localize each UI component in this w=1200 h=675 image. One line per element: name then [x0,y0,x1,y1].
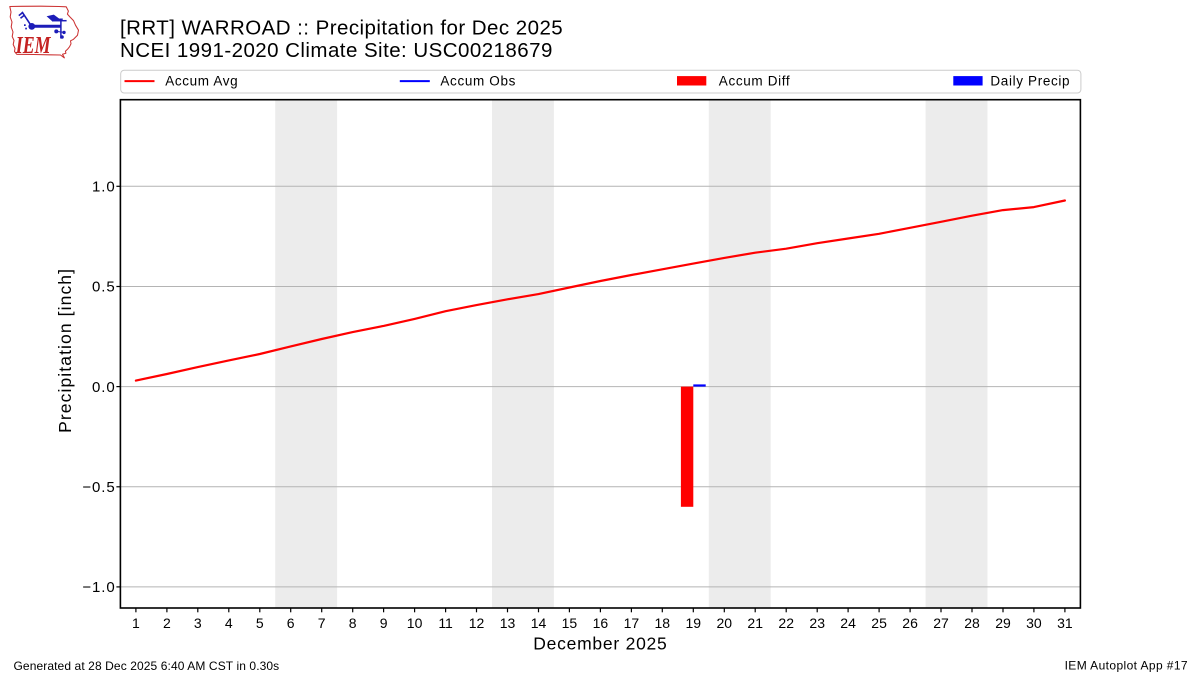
svg-text:−0.5: −0.5 [82,479,115,496]
svg-text:2: 2 [163,615,171,631]
svg-text:22: 22 [778,615,794,631]
svg-text:15: 15 [562,615,578,631]
svg-text:Daily Precip: Daily Precip [990,73,1070,88]
svg-text:3: 3 [194,615,202,631]
svg-text:16: 16 [593,615,609,631]
svg-text:17: 17 [624,615,640,631]
svg-text:14: 14 [531,615,547,631]
svg-text:29: 29 [995,615,1011,631]
svg-text:IEM Autoplot App #17: IEM Autoplot App #17 [1065,659,1188,673]
svg-text:1: 1 [132,615,140,631]
svg-text:11: 11 [438,615,453,631]
svg-text:5: 5 [256,615,264,631]
svg-text:31: 31 [1057,615,1073,631]
svg-text:Precipitation [inch]: Precipitation [inch] [55,268,75,433]
svg-text:0.0: 0.0 [92,379,116,396]
svg-text:26: 26 [902,615,918,631]
svg-text:December 2025: December 2025 [533,634,667,654]
svg-text:IEM: IEM [15,31,51,58]
svg-text:1.0: 1.0 [92,179,116,196]
svg-text:10: 10 [407,615,423,631]
svg-text:4: 4 [225,615,233,631]
svg-text:23: 23 [809,615,825,631]
svg-text:18: 18 [655,615,671,631]
svg-text:6: 6 [287,615,295,631]
svg-text:Accum Avg: Accum Avg [165,73,238,88]
svg-text:24: 24 [840,615,856,631]
svg-text:8: 8 [349,615,357,631]
svg-text:12: 12 [469,615,485,631]
svg-text:28: 28 [964,615,980,631]
svg-text:27: 27 [933,615,949,631]
svg-text:Generated at 28 Dec 2025 6:40: Generated at 28 Dec 2025 6:40 AM CST in … [14,659,280,673]
svg-text:25: 25 [871,615,887,631]
svg-text:NCEI 1991-2020 Climate Site: U: NCEI 1991-2020 Climate Site: USC00218679 [120,39,553,62]
svg-text:7: 7 [318,615,326,631]
svg-text:[RRT] WARROAD :: Precipitation: [RRT] WARROAD :: Precipitation for Dec 2… [120,17,563,40]
svg-text:−1.0: −1.0 [82,579,115,596]
svg-text:19: 19 [686,615,702,631]
svg-text:21: 21 [747,615,763,631]
svg-text:9: 9 [380,615,388,631]
svg-text:30: 30 [1026,615,1042,631]
svg-text:0.5: 0.5 [92,279,116,296]
svg-text:13: 13 [500,615,516,631]
svg-text:Accum Diff: Accum Diff [719,73,791,88]
svg-text:20: 20 [717,615,733,631]
svg-text:Accum Obs: Accum Obs [440,73,516,88]
